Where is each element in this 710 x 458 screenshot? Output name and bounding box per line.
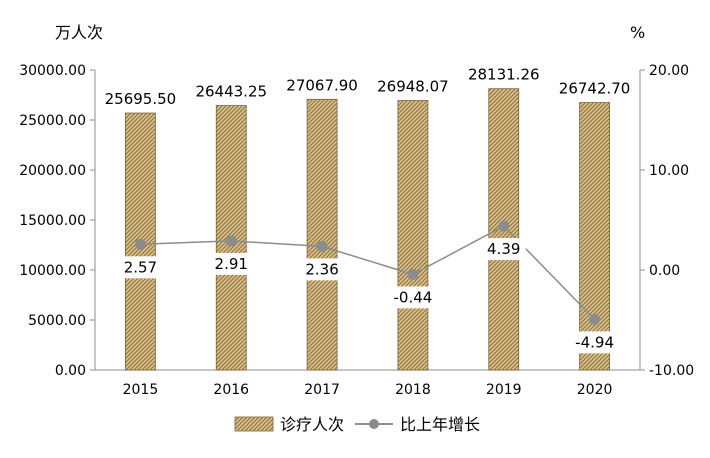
bar-value-label: 28131.26 <box>468 66 540 84</box>
x-tick-label: 2020 <box>577 382 613 398</box>
bar <box>397 100 429 371</box>
line-label-background <box>209 252 254 275</box>
x-tick-label: 2019 <box>486 382 522 398</box>
bar-value-label: 26742.70 <box>559 80 631 98</box>
left-tick-label: 30000.00 <box>19 63 86 79</box>
series-line <box>140 225 596 320</box>
bar <box>306 98 338 371</box>
line-label-background <box>481 238 526 261</box>
x-tick-label: 2018 <box>395 382 431 398</box>
legend: 诊疗人次 比上年增长 <box>234 415 480 434</box>
left-tick-label: 25000.00 <box>19 113 86 129</box>
bar-series: 25695.50 26443.25 27067.90 26948.07 28131.26… <box>105 66 631 371</box>
right-axis: -10.00 0.00 10.00 20.00 <box>640 63 694 379</box>
legend-label-bar: 诊疗人次 <box>280 415 344 434</box>
axes <box>94 70 641 371</box>
left-axis: 0.00 5000.00 10000.00 15000.00 20000.00 25000… <box>19 63 95 379</box>
x-axis: 2015 2016 2017 2018 2019 2020 <box>123 382 613 398</box>
line-point <box>134 238 146 250</box>
line-value-label: 2.57 <box>124 258 157 276</box>
line-value-label: 2.36 <box>305 260 338 278</box>
line-point <box>316 240 328 252</box>
right-tick-label: 10.00 <box>649 163 689 179</box>
legend-swatch-bar <box>234 416 274 432</box>
left-axis-unit: 万人次 <box>55 23 103 42</box>
line-point <box>589 313 601 325</box>
bar-value-label: 26948.07 <box>377 78 449 96</box>
line-label-background <box>568 331 622 354</box>
line-value-label: -0.44 <box>394 288 433 306</box>
right-axis-unit: % <box>630 23 645 42</box>
bar-value-label: 27067.90 <box>286 76 358 94</box>
line-point <box>407 268 419 280</box>
line-value-label: 4.39 <box>487 240 520 258</box>
right-tick-label: 0.00 <box>649 263 680 279</box>
x-tick-label: 2017 <box>304 382 340 398</box>
line-series: 2.57 2.91 2.36 -0.44 4.39 -4.94 <box>118 220 622 354</box>
left-tick-label: 5000.00 <box>28 313 86 329</box>
line-label-background <box>300 258 345 281</box>
x-tick-label: 2016 <box>213 382 249 398</box>
x-tick-label: 2015 <box>123 382 159 398</box>
line-label-background <box>118 256 163 279</box>
bar-value-label: 26443.25 <box>195 83 267 101</box>
line-value-label: -4.94 <box>575 333 614 351</box>
left-tick-label: 10000.00 <box>19 263 86 279</box>
left-tick-label: 15000.00 <box>19 213 86 229</box>
line-point <box>498 220 510 232</box>
bar <box>579 102 610 371</box>
line-label-background <box>386 286 440 309</box>
left-tick-label: 20000.00 <box>19 163 86 179</box>
line-value-label: 2.91 <box>215 255 248 273</box>
right-tick-label: -10.00 <box>649 363 694 379</box>
legend-label-line: 比上年增长 <box>400 415 480 434</box>
right-tick-label: 20.00 <box>649 63 689 79</box>
line-point <box>225 235 237 247</box>
bar-value-label: 25695.50 <box>105 90 177 108</box>
legend-swatch-marker <box>369 419 379 429</box>
left-tick-label: 0.00 <box>55 363 86 379</box>
